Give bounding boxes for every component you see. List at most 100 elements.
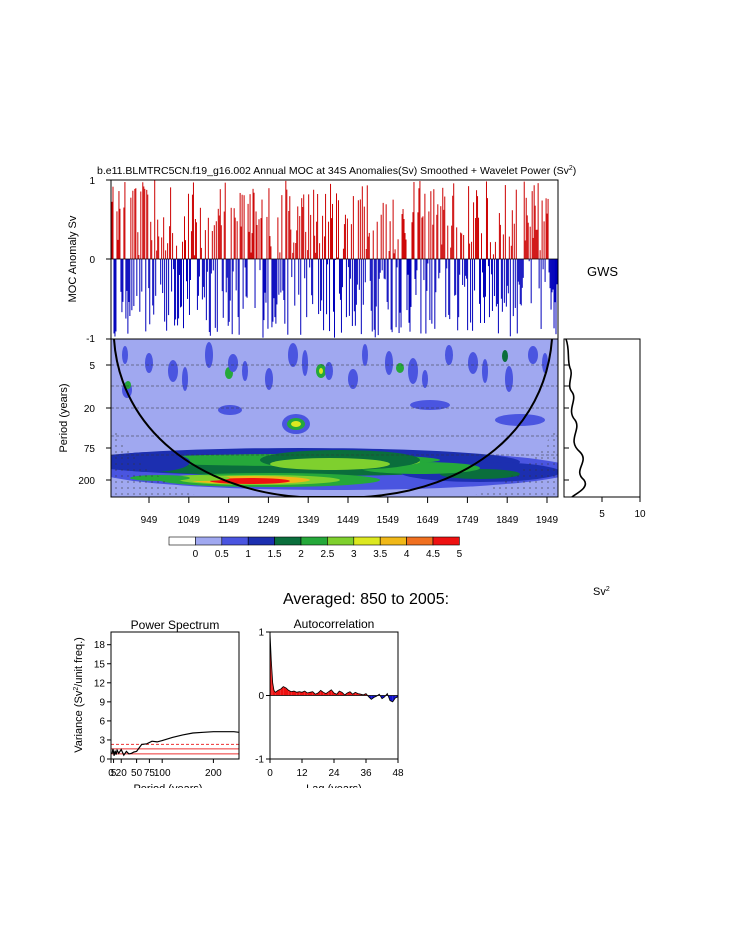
averaged-title: Averaged: 850 to 2005: xyxy=(283,591,449,608)
colorbar-label: 3.5 xyxy=(373,549,387,560)
wavelet-contour xyxy=(502,350,508,362)
wavelet-contour xyxy=(495,414,545,426)
power-spectrum-xtick-label: 75 xyxy=(144,768,156,779)
colorbar-label: 1.5 xyxy=(268,549,282,560)
colorbar-label: 2 xyxy=(298,549,304,560)
wavelet-contour xyxy=(302,350,308,376)
power-spectrum-xtick-label: 5 xyxy=(111,768,117,779)
autocorrelation-area xyxy=(291,691,294,696)
autocorrelation-area xyxy=(323,692,326,696)
colorbar-label: 4.5 xyxy=(426,549,440,560)
colorbar-label: 0.5 xyxy=(215,549,229,560)
gws-label: GWS xyxy=(587,264,618,279)
colorbar-swatch xyxy=(353,536,381,546)
wavelet-xtick-label: 1549 xyxy=(377,515,400,526)
anomaly-ylabel: MOC Anomaly Sv xyxy=(67,215,79,302)
wavelet-contour xyxy=(482,359,488,383)
wavelet-contour xyxy=(505,366,513,392)
autocorrelation-xtick-label: 0 xyxy=(267,768,273,779)
autocorrelation-area xyxy=(299,691,302,696)
wavelet-ylabel: Period (years) xyxy=(58,383,70,452)
colorbar-swatch xyxy=(379,536,407,546)
autocorrelation-frame xyxy=(269,631,399,760)
gws-panel: 5 10 xyxy=(563,338,646,520)
autocorrelation-xtick-label: 24 xyxy=(328,768,340,779)
wavelet-contour xyxy=(242,361,248,381)
wavelet-xtick-label: 1949 xyxy=(536,515,559,526)
wavelet-contour xyxy=(168,360,178,382)
power-spectrum-ytick-label: 3 xyxy=(99,735,105,746)
power-spectrum-xtick-label: 50 xyxy=(131,768,143,779)
gws-xtick-10: 10 xyxy=(634,509,646,520)
wavelet-contour xyxy=(228,354,238,372)
wavelet-xtick-label: 1449 xyxy=(337,515,360,526)
wavelet-ytick-200: 200 xyxy=(78,476,95,487)
wavelet-ytick-75: 75 xyxy=(84,444,96,455)
autocorrelation-ytick-label: -1 xyxy=(255,755,264,766)
wavelet-xtick-label: 1349 xyxy=(297,515,320,526)
wavelet-contour xyxy=(348,369,358,389)
anomaly-ytick-bottom: -1 xyxy=(86,334,95,345)
gws-frame xyxy=(563,338,641,498)
autocorrelation-xtick-label: 48 xyxy=(392,768,404,779)
wavelet-contour xyxy=(445,345,453,365)
colorbar-swatch xyxy=(195,536,223,546)
colorbar-label: 0 xyxy=(193,549,199,560)
autocorrelation-area xyxy=(278,689,281,696)
autocorrelation-area xyxy=(320,690,324,696)
wavelet-contour xyxy=(410,400,450,410)
autocorrelation-area xyxy=(355,692,358,696)
wavelet-panel: 5 20 75 200 Period (years) 949 1049 1149 12… xyxy=(58,338,559,526)
figure-title: b.e11.BLMTRC5CN.f19_g16.002 Annual MOC a… xyxy=(97,165,576,177)
autocorrelation-xtick-label: 36 xyxy=(360,768,372,779)
wavelet-contour xyxy=(528,346,538,364)
wavelet-xtick-label: 949 xyxy=(141,515,158,526)
significance-stipple-left xyxy=(111,420,200,497)
wavelet-contour xyxy=(145,353,153,373)
colorbar-swatch xyxy=(247,536,275,546)
colorbar-label: 3 xyxy=(351,549,357,560)
wavelet-xticks: 949 1049 1149 1249 1349 1449 1549 1649 1749 1849 1… xyxy=(141,497,559,526)
wavelet-xtick-label: 1049 xyxy=(178,515,201,526)
wavelet-xtick-label: 1749 xyxy=(456,515,479,526)
wavelet-contour xyxy=(422,370,428,388)
colorbar-label: 5 xyxy=(457,549,463,560)
wavelet-contour xyxy=(122,346,128,364)
autocorrelation-area xyxy=(347,691,350,696)
colorbar-swatch xyxy=(221,536,249,546)
wavelet-contour xyxy=(291,421,301,427)
anomaly-panel: 1 0 -1 MOC Anomaly Sv xyxy=(67,176,559,345)
autocorrelation-area xyxy=(283,686,286,696)
wavelet-ytick-5: 5 xyxy=(89,361,95,372)
wavelet-contour xyxy=(270,458,390,470)
wavelet-ytick-20: 20 xyxy=(84,404,96,415)
autocorrelation-line xyxy=(269,631,399,703)
anomaly-ytick-mid: 0 xyxy=(89,255,95,266)
wavelet-contour xyxy=(288,343,298,367)
colorbar-swatch xyxy=(274,536,302,546)
period-gridlines xyxy=(111,364,558,456)
autocorrelation-area xyxy=(390,695,393,702)
wavelet-contour xyxy=(182,367,188,391)
gws-xtick-5: 5 xyxy=(599,509,605,520)
autocorrelation-area xyxy=(304,691,308,696)
autocorrelation-plot: 10-10 12 24 36 48 xyxy=(255,628,404,780)
colorbar-label: 4 xyxy=(404,549,410,560)
wavelet-contour xyxy=(218,405,242,415)
wavelet-contour xyxy=(205,342,213,368)
significance-stipple-right xyxy=(470,420,558,497)
power-spectrum-xtick-label: 20 xyxy=(116,768,128,779)
wavelet-contour xyxy=(325,362,333,380)
colorbar-swatch xyxy=(432,536,460,546)
autocorrelation-area xyxy=(310,691,313,696)
wavelet-contour xyxy=(362,344,368,366)
wavelet-xtick-label: 1149 xyxy=(218,515,240,526)
autocorrelation-title: Autocorrelation xyxy=(294,617,375,631)
power-spectrum-ytick-label: 6 xyxy=(99,716,105,727)
power-spectrum-xtick-label: 100 xyxy=(154,768,171,779)
wavelet-contour xyxy=(385,351,393,375)
page-crop-band xyxy=(0,788,733,945)
power-spectrum-frame xyxy=(110,631,240,760)
